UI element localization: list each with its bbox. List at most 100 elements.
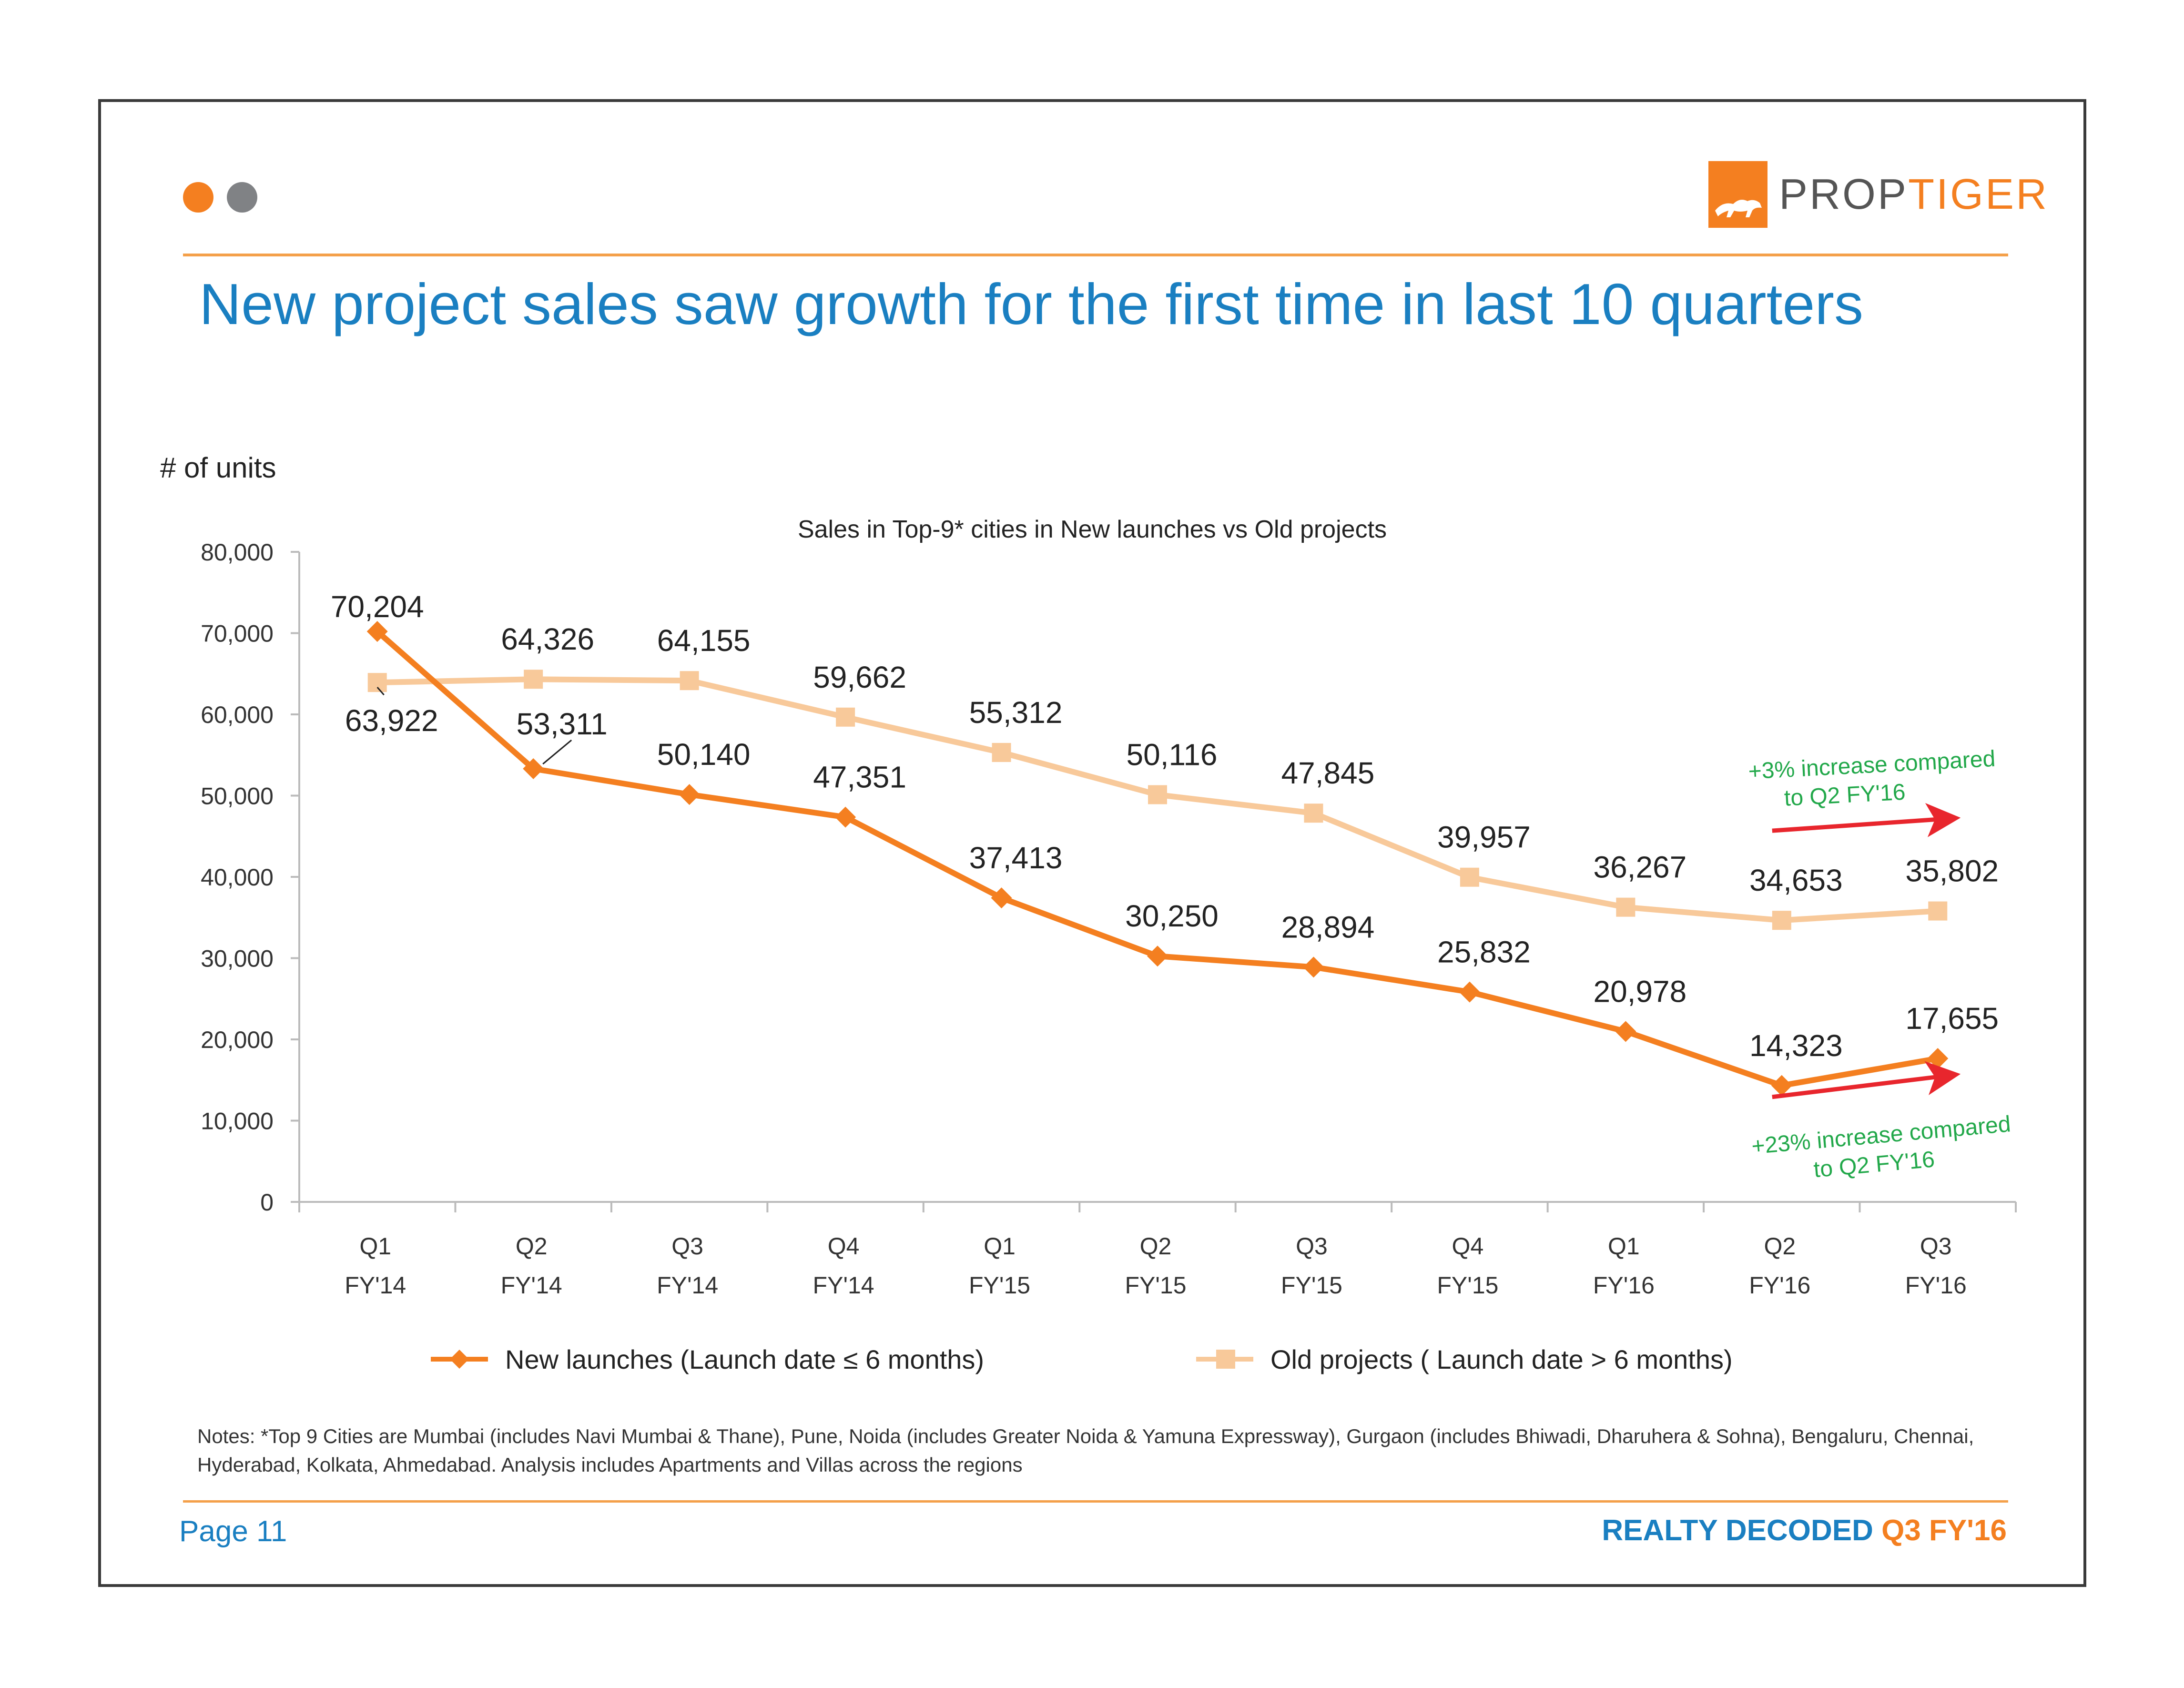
old-projects-marker bbox=[1460, 867, 1479, 887]
x-tick-label-quarter: Q2 bbox=[1140, 1233, 1172, 1260]
x-tick-label-fy: FY'15 bbox=[1437, 1272, 1498, 1299]
new-launches-value-label: 70,204 bbox=[331, 590, 424, 624]
old-projects-marker bbox=[1148, 785, 1167, 804]
old-projects-value-label: 55,312 bbox=[969, 695, 1063, 730]
y-tick-label: 0 bbox=[260, 1189, 274, 1216]
new-launches-value-label: 30,250 bbox=[1125, 899, 1219, 933]
new-launches-marker bbox=[991, 887, 1012, 909]
new-launches-marker bbox=[523, 758, 544, 780]
new-launches-marker bbox=[1147, 946, 1168, 967]
old-projects-annotation: +3% increase comparedto Q2 FY'16 bbox=[1747, 746, 1997, 813]
line-chart: # of units Sales in Top-9* cities in New… bbox=[160, 452, 2017, 1374]
old-projects-marker bbox=[524, 670, 543, 689]
new-launches-marker bbox=[835, 806, 856, 828]
old-projects-marker bbox=[367, 673, 387, 692]
footer-divider bbox=[183, 1500, 2008, 1503]
x-tick-label-fy: FY'15 bbox=[969, 1272, 1030, 1299]
old-projects-marker bbox=[1772, 911, 1791, 930]
y-tick-label: 30,000 bbox=[201, 946, 274, 972]
x-tick-label-quarter: Q4 bbox=[828, 1233, 860, 1260]
old-projects-value-label: 63,922 bbox=[345, 703, 438, 738]
proptiger-logo: PROPTIGER bbox=[1708, 161, 2049, 228]
x-tick-label-quarter: Q1 bbox=[359, 1233, 391, 1260]
old-projects-marker bbox=[1304, 803, 1323, 823]
old-projects-marker bbox=[680, 671, 699, 691]
old-projects-marker bbox=[1928, 901, 1948, 921]
new-launches-trend-arrow bbox=[1772, 1061, 1961, 1099]
new-launches-value-label: 50,140 bbox=[657, 737, 751, 772]
x-tick-label-quarter: Q1 bbox=[1608, 1233, 1640, 1260]
legend-old-projects-label: Old projects ( Launch date > 6 months) bbox=[1270, 1344, 1733, 1374]
footer-edition: Q3 FY'16 bbox=[1881, 1514, 2007, 1547]
annotations: +3% increase comparedto Q2 FY'16 +23% inc… bbox=[1747, 746, 2014, 1188]
old-projects-marker bbox=[992, 742, 1011, 762]
new-launches-marker bbox=[1459, 981, 1480, 1003]
x-tick-label-quarter: Q2 bbox=[516, 1233, 548, 1260]
x-tick-label-fy: FY'14 bbox=[345, 1272, 406, 1299]
x-tick-label-fy: FY'14 bbox=[813, 1272, 874, 1299]
new-launches-line bbox=[375, 629, 1939, 1088]
logo-suffix: TIGER bbox=[1908, 170, 2049, 218]
annotation-line-2: to Q2 FY'16 bbox=[1784, 780, 1906, 811]
notes: Notes: *Top 9 Cities are Mumbai (include… bbox=[197, 1425, 1974, 1476]
new-launches-value-label: 37,413 bbox=[969, 841, 1063, 875]
x-tick-label-fy: FY'14 bbox=[501, 1272, 562, 1299]
page-number: Page 11 bbox=[179, 1515, 287, 1548]
old-projects-value-label: 50,116 bbox=[1127, 738, 1218, 772]
x-tick-label-fy: FY'15 bbox=[1281, 1272, 1342, 1299]
chart-title: Sales in Top-9* cities in New launches v… bbox=[798, 516, 1387, 543]
x-tick-label-fy: FY'16 bbox=[1593, 1272, 1655, 1299]
label-leader-line bbox=[542, 739, 572, 765]
new-launches-value-label: 47,351 bbox=[813, 760, 906, 794]
y-tick-label: 60,000 bbox=[201, 702, 274, 728]
y-tick-label: 70,000 bbox=[201, 620, 274, 647]
old-projects-value-label: 47,845 bbox=[1281, 756, 1375, 790]
x-tick-label-quarter: Q1 bbox=[984, 1233, 1016, 1260]
x-tick-label-quarter: Q3 bbox=[1920, 1233, 1952, 1260]
new-launches-value-label: 53,311 bbox=[517, 707, 608, 741]
new-launches-marker bbox=[679, 784, 700, 805]
new-launches-annotation: +23% increase comparedto Q2 FY'16 bbox=[1750, 1111, 2014, 1188]
slide-frame bbox=[98, 99, 2086, 1587]
new-launches-value-label: 28,894 bbox=[1281, 910, 1375, 944]
old-projects-value-label: 36,267 bbox=[1593, 850, 1686, 885]
logo-wordmark: PROPTIGER bbox=[1779, 170, 2049, 219]
new-launches-marker bbox=[366, 621, 388, 642]
old-projects-value-label: 39,957 bbox=[1437, 820, 1531, 854]
new-launches-value-label: 14,323 bbox=[1749, 1028, 1843, 1063]
old-projects-value-label: 59,662 bbox=[813, 660, 906, 694]
new-launches-value-label: 25,832 bbox=[1437, 935, 1531, 969]
y-tick-label: 40,000 bbox=[201, 864, 274, 891]
data-labels: 63,922 64,326 64,155 59,662 55,312 50,116 47,8… bbox=[331, 590, 1999, 1063]
y-tick-label: 10,000 bbox=[201, 1108, 274, 1135]
legend-new-launches-label: New launches (Launch date ≤ 6 months) bbox=[505, 1344, 984, 1374]
old-projects-value-label: 64,326 bbox=[501, 622, 594, 656]
legend-new-launches-marker bbox=[450, 1350, 469, 1369]
x-tick-label-fy: FY'14 bbox=[657, 1272, 718, 1299]
x-tick-label-quarter: Q4 bbox=[1452, 1233, 1484, 1260]
x-tick-label-quarter: Q3 bbox=[671, 1233, 703, 1260]
x-tick-label-quarter: Q3 bbox=[1296, 1233, 1328, 1260]
old-projects-trend-arrow bbox=[1772, 803, 1961, 837]
y-tick-label: 20,000 bbox=[201, 1027, 274, 1053]
x-tick-label-quarter: Q2 bbox=[1764, 1233, 1796, 1260]
tiger-logo-icon bbox=[1708, 161, 1768, 228]
old-projects-marker bbox=[836, 707, 855, 727]
legend: New launches (Launch date ≤ 6 months) Old… bbox=[431, 1344, 1733, 1374]
y-tick-label: 80,000 bbox=[201, 539, 274, 566]
new-launches-marker bbox=[1927, 1047, 1949, 1069]
old-projects-value-label: 35,802 bbox=[1905, 854, 1999, 888]
orange-dot-icon bbox=[183, 182, 213, 213]
new-launches-marker bbox=[1771, 1075, 1792, 1096]
series-old-projects bbox=[367, 670, 1948, 930]
old-projects-value-label: 64,155 bbox=[657, 623, 751, 658]
new-launches-value-label: 17,655 bbox=[1905, 1001, 1999, 1036]
new-launches-marker bbox=[1615, 1021, 1636, 1042]
series-new-launches bbox=[366, 621, 1949, 1096]
new-launches-marker bbox=[1303, 956, 1324, 978]
y-tick-label: 50,000 bbox=[201, 783, 274, 810]
footer-brand-name: REALTY DECODED bbox=[1602, 1514, 1873, 1547]
x-axis: Q1 FY'14 Q2 FY'14 Q3 FY'14 Q4 FY'14 Q1 FY'15 Q2 FY'… bbox=[298, 1201, 2017, 1299]
page-title: New project sales saw growth for the fir… bbox=[199, 272, 1863, 336]
legend-old-projects-marker bbox=[1216, 1350, 1235, 1369]
